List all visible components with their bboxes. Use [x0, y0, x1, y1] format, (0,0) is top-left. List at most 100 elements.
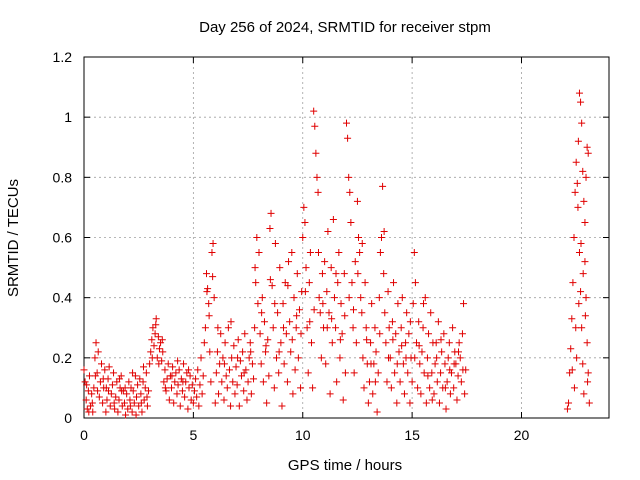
data-point	[264, 336, 272, 344]
data-point	[396, 378, 404, 386]
data-point	[409, 300, 417, 308]
data-point	[309, 384, 317, 392]
data-point	[110, 369, 118, 377]
data-point	[209, 240, 217, 248]
data-point	[428, 396, 436, 404]
data-point	[282, 330, 290, 338]
data-point	[120, 399, 128, 407]
data-point	[402, 339, 410, 347]
data-point	[340, 270, 348, 278]
data-point	[189, 399, 197, 407]
data-point	[266, 224, 274, 232]
data-point	[389, 336, 397, 344]
y-tick-label: 0	[64, 410, 72, 426]
data-point	[385, 324, 393, 332]
data-point	[209, 273, 217, 281]
data-point	[365, 378, 373, 386]
data-point	[240, 369, 248, 377]
data-point	[195, 402, 203, 410]
data-point	[152, 315, 160, 323]
data-point	[351, 258, 359, 266]
data-point	[177, 375, 185, 383]
data-point	[258, 309, 266, 317]
data-point	[574, 203, 582, 211]
data-point	[203, 270, 210, 278]
data-point	[252, 279, 260, 287]
data-point	[397, 324, 405, 332]
data-point	[142, 369, 150, 377]
data-point	[186, 372, 194, 380]
data-point	[332, 270, 340, 278]
data-point	[178, 387, 186, 395]
data-point	[271, 240, 279, 248]
data-point	[420, 300, 427, 308]
data-point	[287, 348, 295, 356]
data-point	[95, 393, 103, 401]
data-point	[408, 378, 416, 386]
data-point	[570, 384, 578, 392]
data-point	[310, 306, 318, 314]
data-point	[114, 408, 122, 416]
data-point	[184, 405, 192, 413]
data-point	[450, 384, 458, 392]
data-point	[459, 366, 467, 374]
data-point	[194, 366, 202, 374]
data-point	[85, 372, 93, 380]
data-point	[205, 300, 213, 308]
data-point	[361, 279, 369, 287]
data-point	[424, 372, 432, 380]
data-point	[354, 270, 362, 278]
data-point	[422, 399, 430, 407]
data-point	[383, 378, 391, 386]
data-point	[314, 188, 322, 196]
data-point	[386, 354, 394, 362]
data-point	[584, 149, 592, 157]
data-point	[185, 384, 193, 392]
data-point	[399, 360, 407, 368]
data-point	[572, 158, 580, 166]
data-point	[244, 378, 252, 386]
data-point	[131, 372, 139, 380]
data-point	[305, 279, 313, 287]
data-point	[205, 312, 213, 320]
data-point	[172, 369, 180, 377]
data-point	[270, 384, 278, 392]
data-point	[221, 339, 229, 347]
data-point	[454, 372, 462, 380]
data-point	[280, 360, 288, 368]
data-point	[437, 369, 445, 377]
x-tick-label: 5	[189, 427, 197, 443]
data-point	[434, 318, 442, 326]
data-point	[143, 393, 151, 401]
data-point	[122, 411, 130, 419]
data-point	[236, 357, 244, 365]
data-point	[372, 348, 380, 356]
data-point	[103, 396, 111, 404]
data-point	[431, 360, 439, 368]
x-tick-label: 10	[295, 427, 311, 443]
data-point	[291, 366, 299, 374]
data-point	[352, 339, 360, 347]
data-point	[344, 134, 352, 142]
data-point	[136, 375, 144, 383]
data-point	[138, 408, 146, 416]
data-point	[168, 372, 176, 380]
data-point	[300, 203, 308, 211]
data-point	[346, 188, 354, 196]
data-point	[341, 369, 349, 377]
data-point	[82, 396, 90, 404]
data-point	[402, 354, 410, 362]
data-point	[132, 411, 140, 419]
data-point	[575, 249, 583, 257]
data-point	[183, 369, 191, 377]
data-point	[204, 285, 212, 293]
data-point	[304, 369, 312, 377]
data-point	[583, 339, 591, 347]
y-tick-label: 0.6	[53, 230, 73, 246]
data-point	[380, 227, 388, 235]
data-point	[115, 396, 123, 404]
data-point	[162, 387, 170, 395]
data-point	[435, 399, 443, 407]
data-point	[105, 363, 113, 371]
data-point	[345, 173, 353, 181]
